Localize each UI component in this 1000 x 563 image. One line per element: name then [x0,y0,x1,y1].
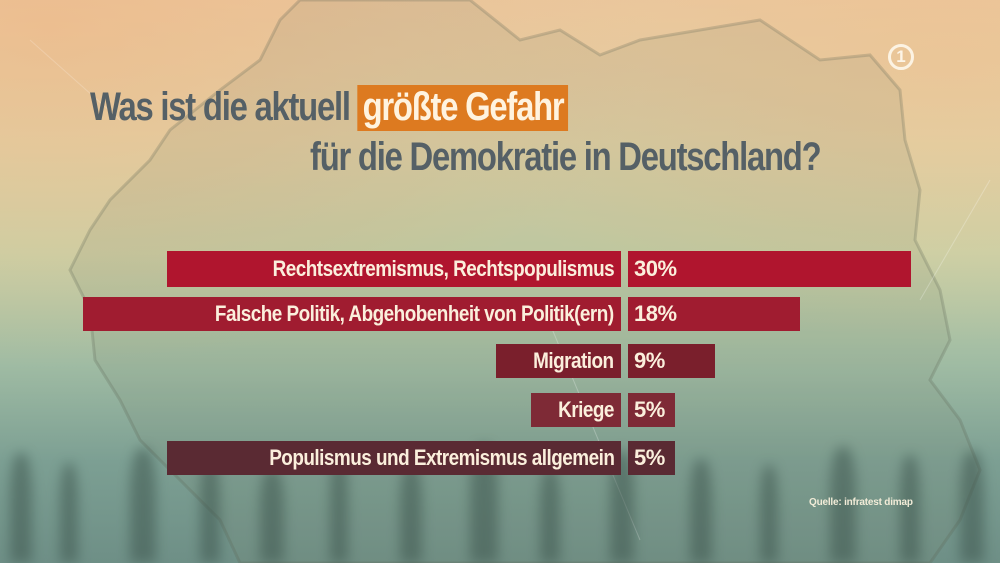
bar-row: Migration 9% [0,344,1000,378]
bar-row: Kriege 5% [0,393,1000,427]
bar-label: Falsche Politik, Abgehobenheit von Polit… [83,297,621,331]
bar-label: Rechtsextremismus, Rechtspopulismus [167,251,621,287]
bar-value: 9% [628,344,715,378]
bar-row: Populismus und Extremismus allgemein 5% [0,441,1000,475]
bar-label: Kriege [531,393,621,427]
bar-label: Migration [496,344,621,378]
source-caption: Quelle: infratest dimap [809,497,913,508]
chart-title-line2: für die Demokratie in Deutschland? [310,135,822,179]
title-highlight: größte Gefahr [357,85,569,131]
bar-value: 5% [628,441,675,475]
chart-title-line1: Was ist die aktuell größte Gefahr [90,84,569,131]
ard-logo-icon: 1 [888,44,914,70]
title-prefix: Was ist die aktuell [90,85,351,129]
bar-row: Rechtsextremismus, Rechtspopulismus 30% [0,251,1000,287]
bar-value: 5% [628,393,675,427]
bar-row: Falsche Politik, Abgehobenheit von Polit… [0,297,1000,331]
bar-value: 30% [628,251,911,287]
bar-label: Populismus und Extremismus allgemein [167,441,621,475]
bar-value: 18% [628,297,800,331]
